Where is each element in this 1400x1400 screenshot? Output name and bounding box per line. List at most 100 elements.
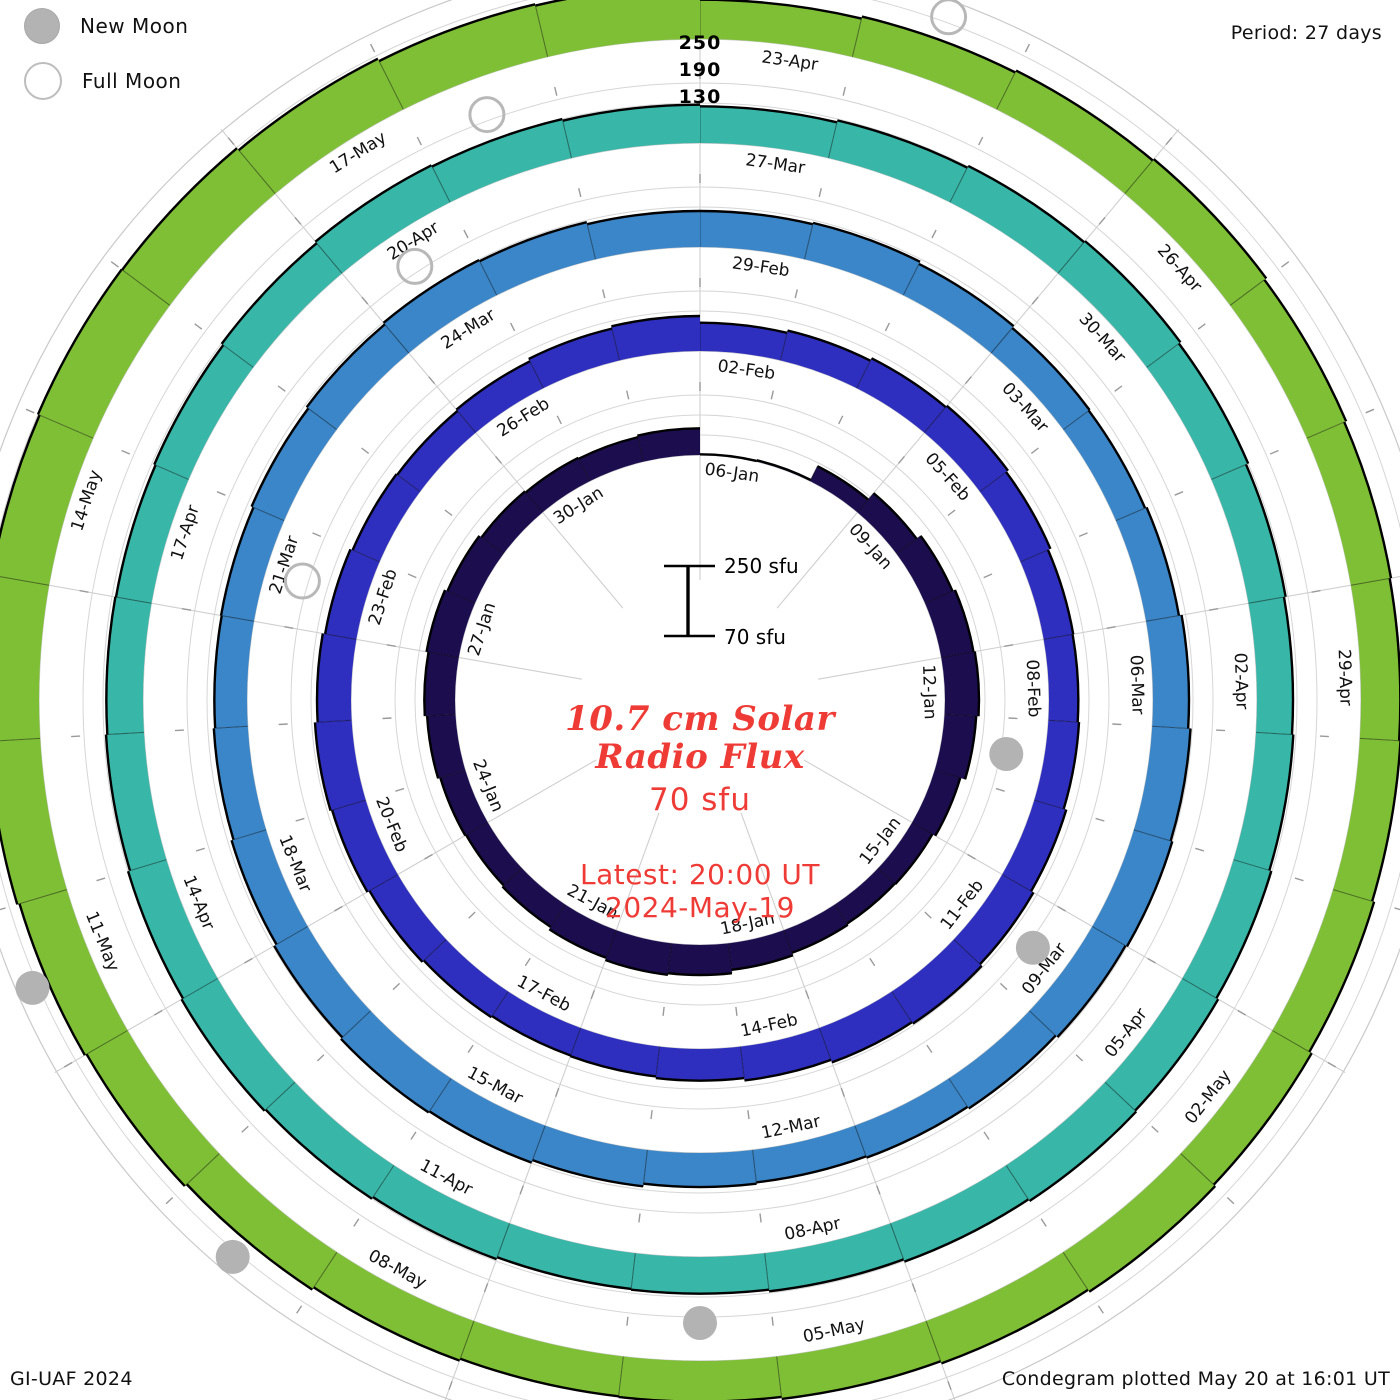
data-segment-divider (1350, 577, 1390, 586)
scale-bar-top-label: 250 sfu (724, 554, 799, 578)
data-segment (549, 904, 617, 958)
data-segment-cap (744, 1058, 832, 1082)
day-tick (1197, 323, 1206, 330)
data-segment-cap (372, 1196, 497, 1261)
data-segment (373, 1165, 510, 1260)
data-segment-cap (919, 535, 954, 592)
data-segment-divider (630, 1253, 636, 1290)
data-segment-cap (425, 589, 447, 652)
data-segment-cap (220, 242, 318, 345)
day-tick (947, 509, 956, 517)
day-tick (995, 787, 1005, 792)
data-segment-divider (780, 330, 789, 361)
data-segment-cap (1263, 279, 1348, 422)
day-tick (626, 1316, 629, 1326)
day-tick (241, 1125, 249, 1133)
moon-phase-markers (15, 0, 1050, 1340)
day-tick (1365, 408, 1375, 414)
data-segment (352, 474, 421, 562)
data-segment (424, 652, 459, 717)
data-segment-divider (456, 409, 477, 434)
data-segment-cap (831, 1021, 913, 1064)
data-segment-divider (1233, 859, 1272, 872)
data-segment-divider (1034, 799, 1067, 811)
data-segment-cap (1005, 471, 1052, 550)
data-segment-cap (699, 209, 814, 226)
data-segment-divider (325, 633, 357, 640)
data-segment-divider (315, 241, 343, 274)
data-segment-cap (630, 1288, 770, 1295)
data-segment (532, 1125, 648, 1187)
data-segment-cap (1028, 1110, 1138, 1203)
data-segment-divider (431, 166, 451, 203)
data-segment-divider (154, 464, 189, 480)
date-label: 12-Jan (918, 664, 940, 720)
data-segment (752, 1125, 867, 1183)
data-segment-divider (804, 222, 814, 260)
data-segment-cap (273, 945, 344, 1039)
data-segment (1350, 578, 1400, 741)
day-tick (1024, 43, 1031, 53)
data-segment-cap (643, 1182, 757, 1189)
data-segment (37, 269, 170, 439)
day-tick (1294, 877, 1304, 882)
data-segment-divider (818, 1027, 832, 1061)
data-segment (1063, 1153, 1216, 1292)
radial-spoke (444, 812, 660, 1400)
data-segment-divider (342, 1010, 371, 1038)
data-segment-divider (496, 1223, 510, 1260)
day-tick (794, 289, 798, 299)
data-segment (1092, 829, 1173, 947)
data-segment-cap (85, 1053, 186, 1187)
data-segment-cap (548, 928, 607, 959)
data-segment (340, 1010, 452, 1113)
credit-label: GI-UAF 2024 (10, 1368, 133, 1390)
data-segment-cap (153, 344, 225, 466)
data-segment (631, 1253, 769, 1294)
radial-spoke (0, 575, 582, 680)
data-segment-cap (866, 1105, 969, 1159)
day-tick (195, 847, 205, 852)
data-segment-cap (528, 327, 613, 361)
data-segment-divider (890, 1223, 905, 1260)
date-label: 02-Feb (716, 356, 776, 384)
data-segment-cap (230, 839, 278, 946)
data-segment (1029, 926, 1126, 1038)
day-tick (369, 43, 376, 53)
data-segment (525, 457, 591, 513)
day-tick (1165, 137, 1173, 146)
data-segment (265, 1082, 394, 1199)
data-ring (104, 103, 1295, 1295)
data-segment (427, 714, 466, 779)
data-segment-divider (828, 120, 838, 159)
day-tick (216, 491, 226, 496)
data-segment-cap (104, 734, 132, 871)
data-segment (397, 410, 476, 492)
data-ring (212, 209, 1192, 1189)
data-segment-divider (447, 590, 476, 604)
day-tick (181, 608, 192, 611)
data-segment-cap (872, 492, 918, 540)
full-moon-marker (396, 247, 434, 285)
current-value-label: 70 sfu (648, 782, 751, 819)
day-tick (410, 1131, 417, 1140)
day-tick (382, 717, 392, 720)
data-segment-divider (215, 725, 248, 729)
day-tick (947, 1381, 952, 1390)
data-segment-cap (121, 147, 238, 271)
data-segment (238, 58, 404, 194)
day-tick (818, 188, 822, 198)
data-segment-cap (378, 3, 536, 63)
day-tick (296, 1305, 303, 1314)
data-segment-cap (351, 473, 398, 551)
data-segment-divider (378, 60, 404, 110)
data-segment-cap (934, 777, 962, 837)
data-segment-cap (968, 1034, 1057, 1110)
data-segment (1211, 464, 1286, 604)
legend-item-new-moon: New Moon (24, 8, 188, 44)
data-segment-divider (1359, 737, 1400, 742)
new-moon-marker (683, 1306, 717, 1340)
data-segment (934, 714, 977, 780)
day-tick (771, 1316, 774, 1326)
data-segment (1306, 422, 1392, 586)
